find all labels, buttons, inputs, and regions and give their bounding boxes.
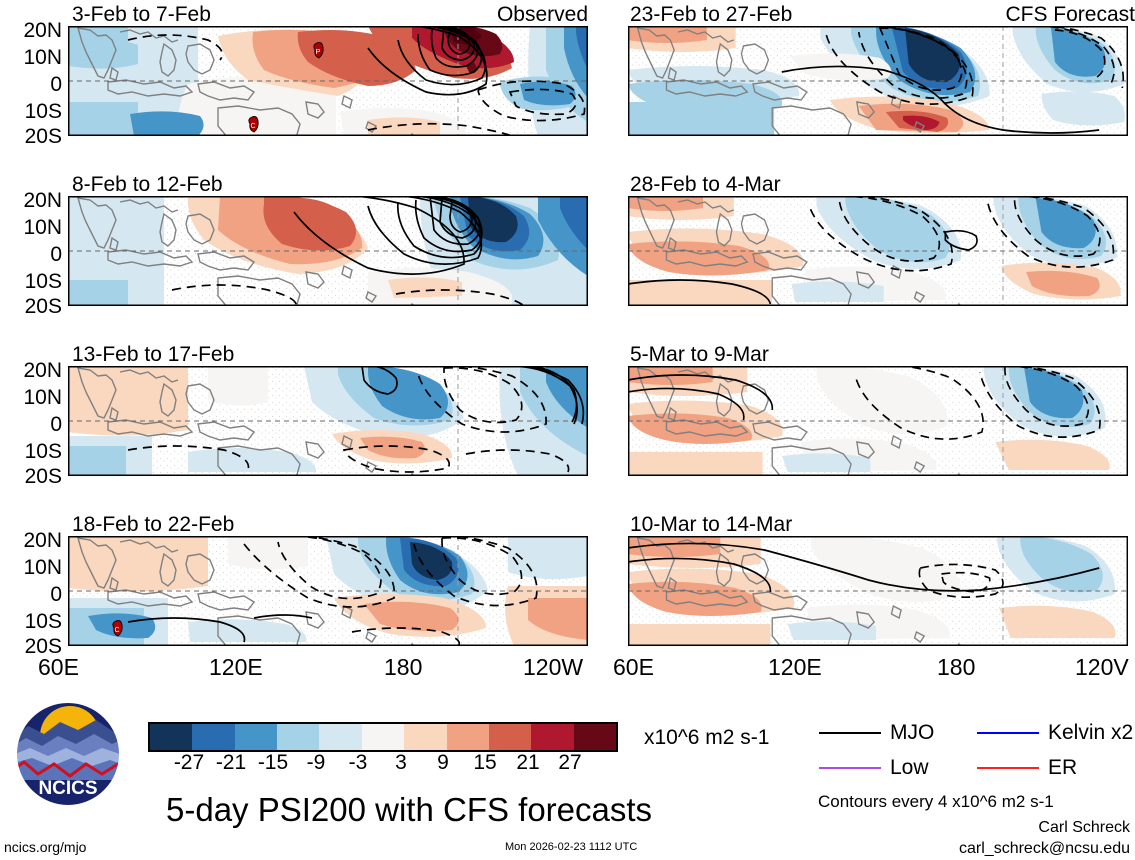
legend-label-low: Low [890, 756, 929, 779]
chart-panel-obs-3[interactable] [68, 366, 588, 476]
site-url[interactable]: ncics.org/mjo [4, 839, 87, 855]
y-tick-label: 20S [24, 635, 62, 658]
y-tick-label: 20N [23, 529, 62, 552]
chart-panel-obs-1[interactable]: P C [68, 26, 588, 136]
x-tick-label: 60E [38, 654, 79, 680]
legend-line-er [977, 766, 1039, 769]
logo-text: NCICS [38, 778, 97, 799]
y-tick-label: 20S [24, 125, 62, 148]
legend-label-mjo: MJO [890, 721, 935, 744]
colorbar-units-label: x10^6 m2 s-1 [644, 726, 770, 749]
colorbar-tick-label: -21 [215, 751, 247, 774]
y-tick-label: 10S [24, 610, 62, 633]
legend-line-low [819, 766, 881, 769]
y-tick-label: 20N [23, 359, 62, 382]
legend-line-mjo [819, 731, 881, 734]
x-tick-label: 120E [768, 654, 822, 680]
y-tick-label: 10N [23, 46, 62, 69]
colorbar-tick-label: -9 [306, 751, 326, 774]
colorbar-swatch-6 [404, 724, 447, 750]
colorbar-tick-label: 21 [516, 751, 540, 774]
x-tick-label: 120W [523, 654, 584, 680]
colorbar [148, 722, 618, 752]
svg-text:C: C [114, 627, 119, 634]
panel-title-obs-3: 13-Feb to 17-Feb [72, 343, 235, 366]
colorbar-tick-label: -15 [257, 751, 289, 774]
panel-title-cfs-3: 5-Mar to 9-Mar [630, 343, 769, 366]
legend-label-kelvin: Kelvin x2 [1048, 721, 1134, 744]
author-name: Carl Schreck [1038, 819, 1130, 836]
y-tick-label: 10N [23, 556, 62, 579]
legend-item-kelvin: Kelvin x2 [977, 722, 1133, 743]
y-tick-label: 0 [50, 73, 62, 96]
svg-text:P: P [316, 49, 321, 56]
legend-item-er: ER [977, 757, 1077, 778]
y-tick-label: 20N [23, 189, 62, 212]
colorbar-swatch-0 [150, 724, 193, 750]
colorbar-swatch-2 [234, 724, 278, 750]
timestamp: Mon 2026-02-23 1112 UTC [505, 841, 638, 853]
chart-panel-cfs-1[interactable] [628, 26, 1128, 136]
legend-item-low: Low [819, 757, 929, 778]
chart-panel-obs-4[interactable]: C [68, 536, 588, 646]
legend-item-mjo: MJO [819, 722, 934, 743]
colorbar-tick-label: 3 [395, 751, 407, 774]
chart-panel-cfs-4[interactable] [628, 536, 1128, 646]
column-header-cfs: CFS Forecast [1005, 3, 1135, 26]
panel-title-cfs-2: 28-Feb to 4-Mar [630, 173, 781, 196]
y-tick-label: 20S [24, 465, 62, 488]
colorbar-tick-label: 15 [473, 751, 497, 774]
colorbar-swatch-9 [531, 724, 574, 750]
y-tick-label: 20N [23, 19, 62, 42]
chart-panel-cfs-3[interactable] [628, 366, 1128, 476]
colorbar-swatch-5 [361, 724, 405, 750]
chart-panel-cfs-2[interactable] [628, 196, 1128, 306]
colorbar-tick-label: -3 [348, 751, 368, 774]
x-tick-label: 120E [209, 654, 263, 680]
y-tick-label: 10N [23, 386, 62, 409]
y-tick-label: 10N [23, 216, 62, 239]
panel-title-obs-2: 8-Feb to 12-Feb [72, 173, 223, 196]
colorbar-swatch-4 [319, 724, 362, 750]
legend-label-er: ER [1048, 756, 1078, 779]
y-tick-label: 20S [24, 295, 62, 318]
chart-panel-obs-2[interactable] [68, 196, 588, 306]
legend-line-kelvin [977, 731, 1039, 734]
x-tick-label: 60E [613, 654, 654, 680]
author-email[interactable]: carl_schreck@ncsu.edu [959, 840, 1130, 857]
colorbar-swatch-8 [488, 724, 532, 750]
colorbar-tick-label: -27 [173, 751, 205, 774]
x-tick-label: 180 [384, 654, 423, 680]
colorbar-tick-label: 27 [558, 751, 582, 774]
y-tick-label: 10S [24, 270, 62, 293]
column-header-observed: Observed [496, 3, 588, 26]
x-tick-label: 120V [1075, 654, 1129, 680]
svg-text:C: C [250, 123, 255, 130]
panel-title-cfs-4: 10-Mar to 14-Mar [630, 513, 793, 536]
chart-title: 5-day PSI200 with CFS forecasts [166, 791, 653, 828]
panel-title-cfs-1: 23-Feb to 27-Feb [630, 3, 793, 26]
y-tick-label: 0 [50, 413, 62, 436]
y-tick-label: 0 [50, 583, 62, 606]
y-tick-label: 10S [24, 100, 62, 123]
panel-title-obs-1: 3-Feb to 7-Feb [72, 3, 211, 26]
contour-interval-note: Contours every 4 x10^6 m2 s-1 [818, 792, 1054, 811]
x-tick-label: 180 [937, 654, 976, 680]
panel-title-obs-4: 18-Feb to 22-Feb [72, 513, 235, 536]
colorbar-swatch-10 [573, 724, 616, 750]
colorbar-swatch-3 [277, 724, 320, 750]
colorbar-tick-label: 9 [437, 751, 449, 774]
colorbar-swatch-1 [192, 724, 235, 750]
ncics-logo: NCICS [14, 700, 122, 808]
y-tick-label: 10S [24, 440, 62, 463]
colorbar-swatch-7 [446, 724, 489, 750]
y-tick-label: 0 [50, 243, 62, 266]
